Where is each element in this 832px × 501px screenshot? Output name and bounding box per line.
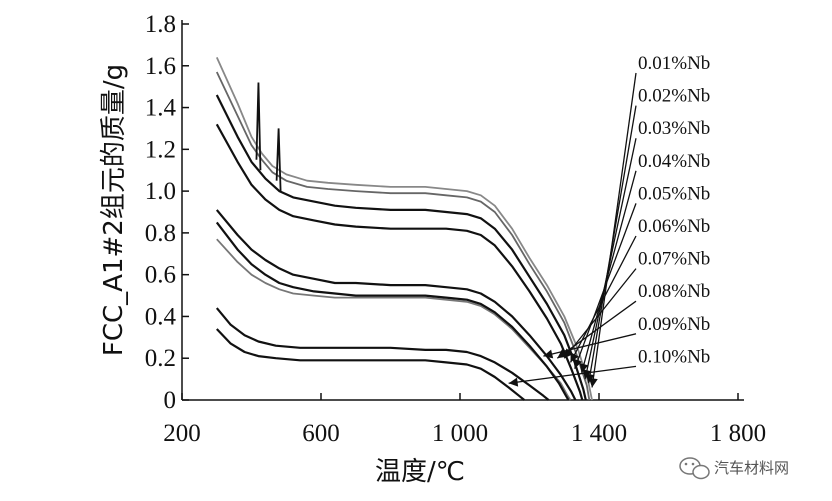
y-tick-label: 1.6 <box>145 53 176 80</box>
legend-leader-line <box>508 365 637 384</box>
legend-leader-line <box>580 170 637 374</box>
series-line-7 <box>215 221 570 401</box>
y-tick-label: 0.8 <box>145 220 176 247</box>
series-line-1 <box>215 57 593 401</box>
legend-arrowhead <box>582 369 592 380</box>
legend-leader-line <box>584 138 637 380</box>
y-tick-label: 1.0 <box>145 178 176 205</box>
x-tick-label: 1 800 <box>710 420 766 447</box>
x-tick-label: 1 000 <box>432 420 488 447</box>
watermark: 汽车材料网 <box>679 457 789 480</box>
y-tick-label: 0.2 <box>145 345 176 372</box>
chart-tick-labels: 200 600 1 000 1 400 1 800 0 0.2 0.4 0.6 0.8 1.0 1.2… <box>145 11 766 447</box>
legend-label-4: 0.04%Nb <box>638 151 710 172</box>
y-tick-label: 1.4 <box>145 95 177 122</box>
series-line-2 <box>215 71 591 401</box>
legend-leader-line <box>563 268 637 359</box>
legend-label-6: 0.06%Nb <box>638 216 710 237</box>
legend-arrowhead <box>508 377 519 387</box>
y-tick-label: 0.6 <box>145 262 176 289</box>
chart-axes <box>181 20 744 401</box>
y-tick-label: 0 <box>164 387 177 414</box>
legend-arrowhead <box>585 373 595 384</box>
legend-label-8: 0.08%Nb <box>638 281 710 302</box>
curve-spike <box>275 128 282 192</box>
series-line-5 <box>215 209 577 401</box>
legend-leader-line <box>556 300 637 359</box>
legend-label-9: 0.09%Nb <box>638 314 710 335</box>
legend-label-2: 0.02%Nb <box>638 86 710 107</box>
legend-leader-line <box>574 203 637 369</box>
legend-leader-line <box>587 105 637 384</box>
legend-arrowhead <box>557 349 568 359</box>
legend-label-10: 0.10%Nb <box>638 346 710 367</box>
legend-label-1: 0.01%Nb <box>638 53 710 74</box>
legend-label-7: 0.07%Nb <box>638 249 710 270</box>
chart-curves <box>215 57 593 401</box>
x-tick-label: 1 400 <box>571 420 627 447</box>
x-tick-label: 200 <box>163 420 201 447</box>
chart-legend: 0.01%Nb 0.02%Nb 0.03%Nb 0.04%Nb 0.05%Nb 0.06%… <box>508 53 710 388</box>
legend-label-5: 0.05%Nb <box>638 183 710 204</box>
x-axis-title: 温度/℃ <box>375 457 465 487</box>
legend-arrowhead <box>579 362 589 373</box>
y-tick-label: 1.2 <box>145 136 176 163</box>
watermark-text: 汽车材料网 <box>714 459 789 477</box>
legend-leader-line <box>543 333 637 357</box>
legend-arrowhead <box>573 358 583 369</box>
legend-arrowhead <box>543 349 554 359</box>
legend-leader-line <box>591 72 637 388</box>
legend-arrowhead <box>570 352 579 363</box>
y-axis-title: FCC_A1#2组元的质量/g <box>99 64 129 356</box>
series-line-9 <box>216 328 525 401</box>
legend-leader-line <box>569 235 637 363</box>
y-tick-label: 0.4 <box>145 303 177 330</box>
series-line-3 <box>215 94 587 401</box>
legend-label-3: 0.03%Nb <box>638 118 710 139</box>
y-tick-label: 1.8 <box>145 11 176 38</box>
curve-spike <box>255 82 262 171</box>
wechat-icon <box>679 457 710 480</box>
series-line-8 <box>215 307 550 401</box>
series-line-4 <box>215 123 584 401</box>
legend-arrowhead <box>588 377 598 388</box>
x-tick-label: 600 <box>302 420 340 447</box>
